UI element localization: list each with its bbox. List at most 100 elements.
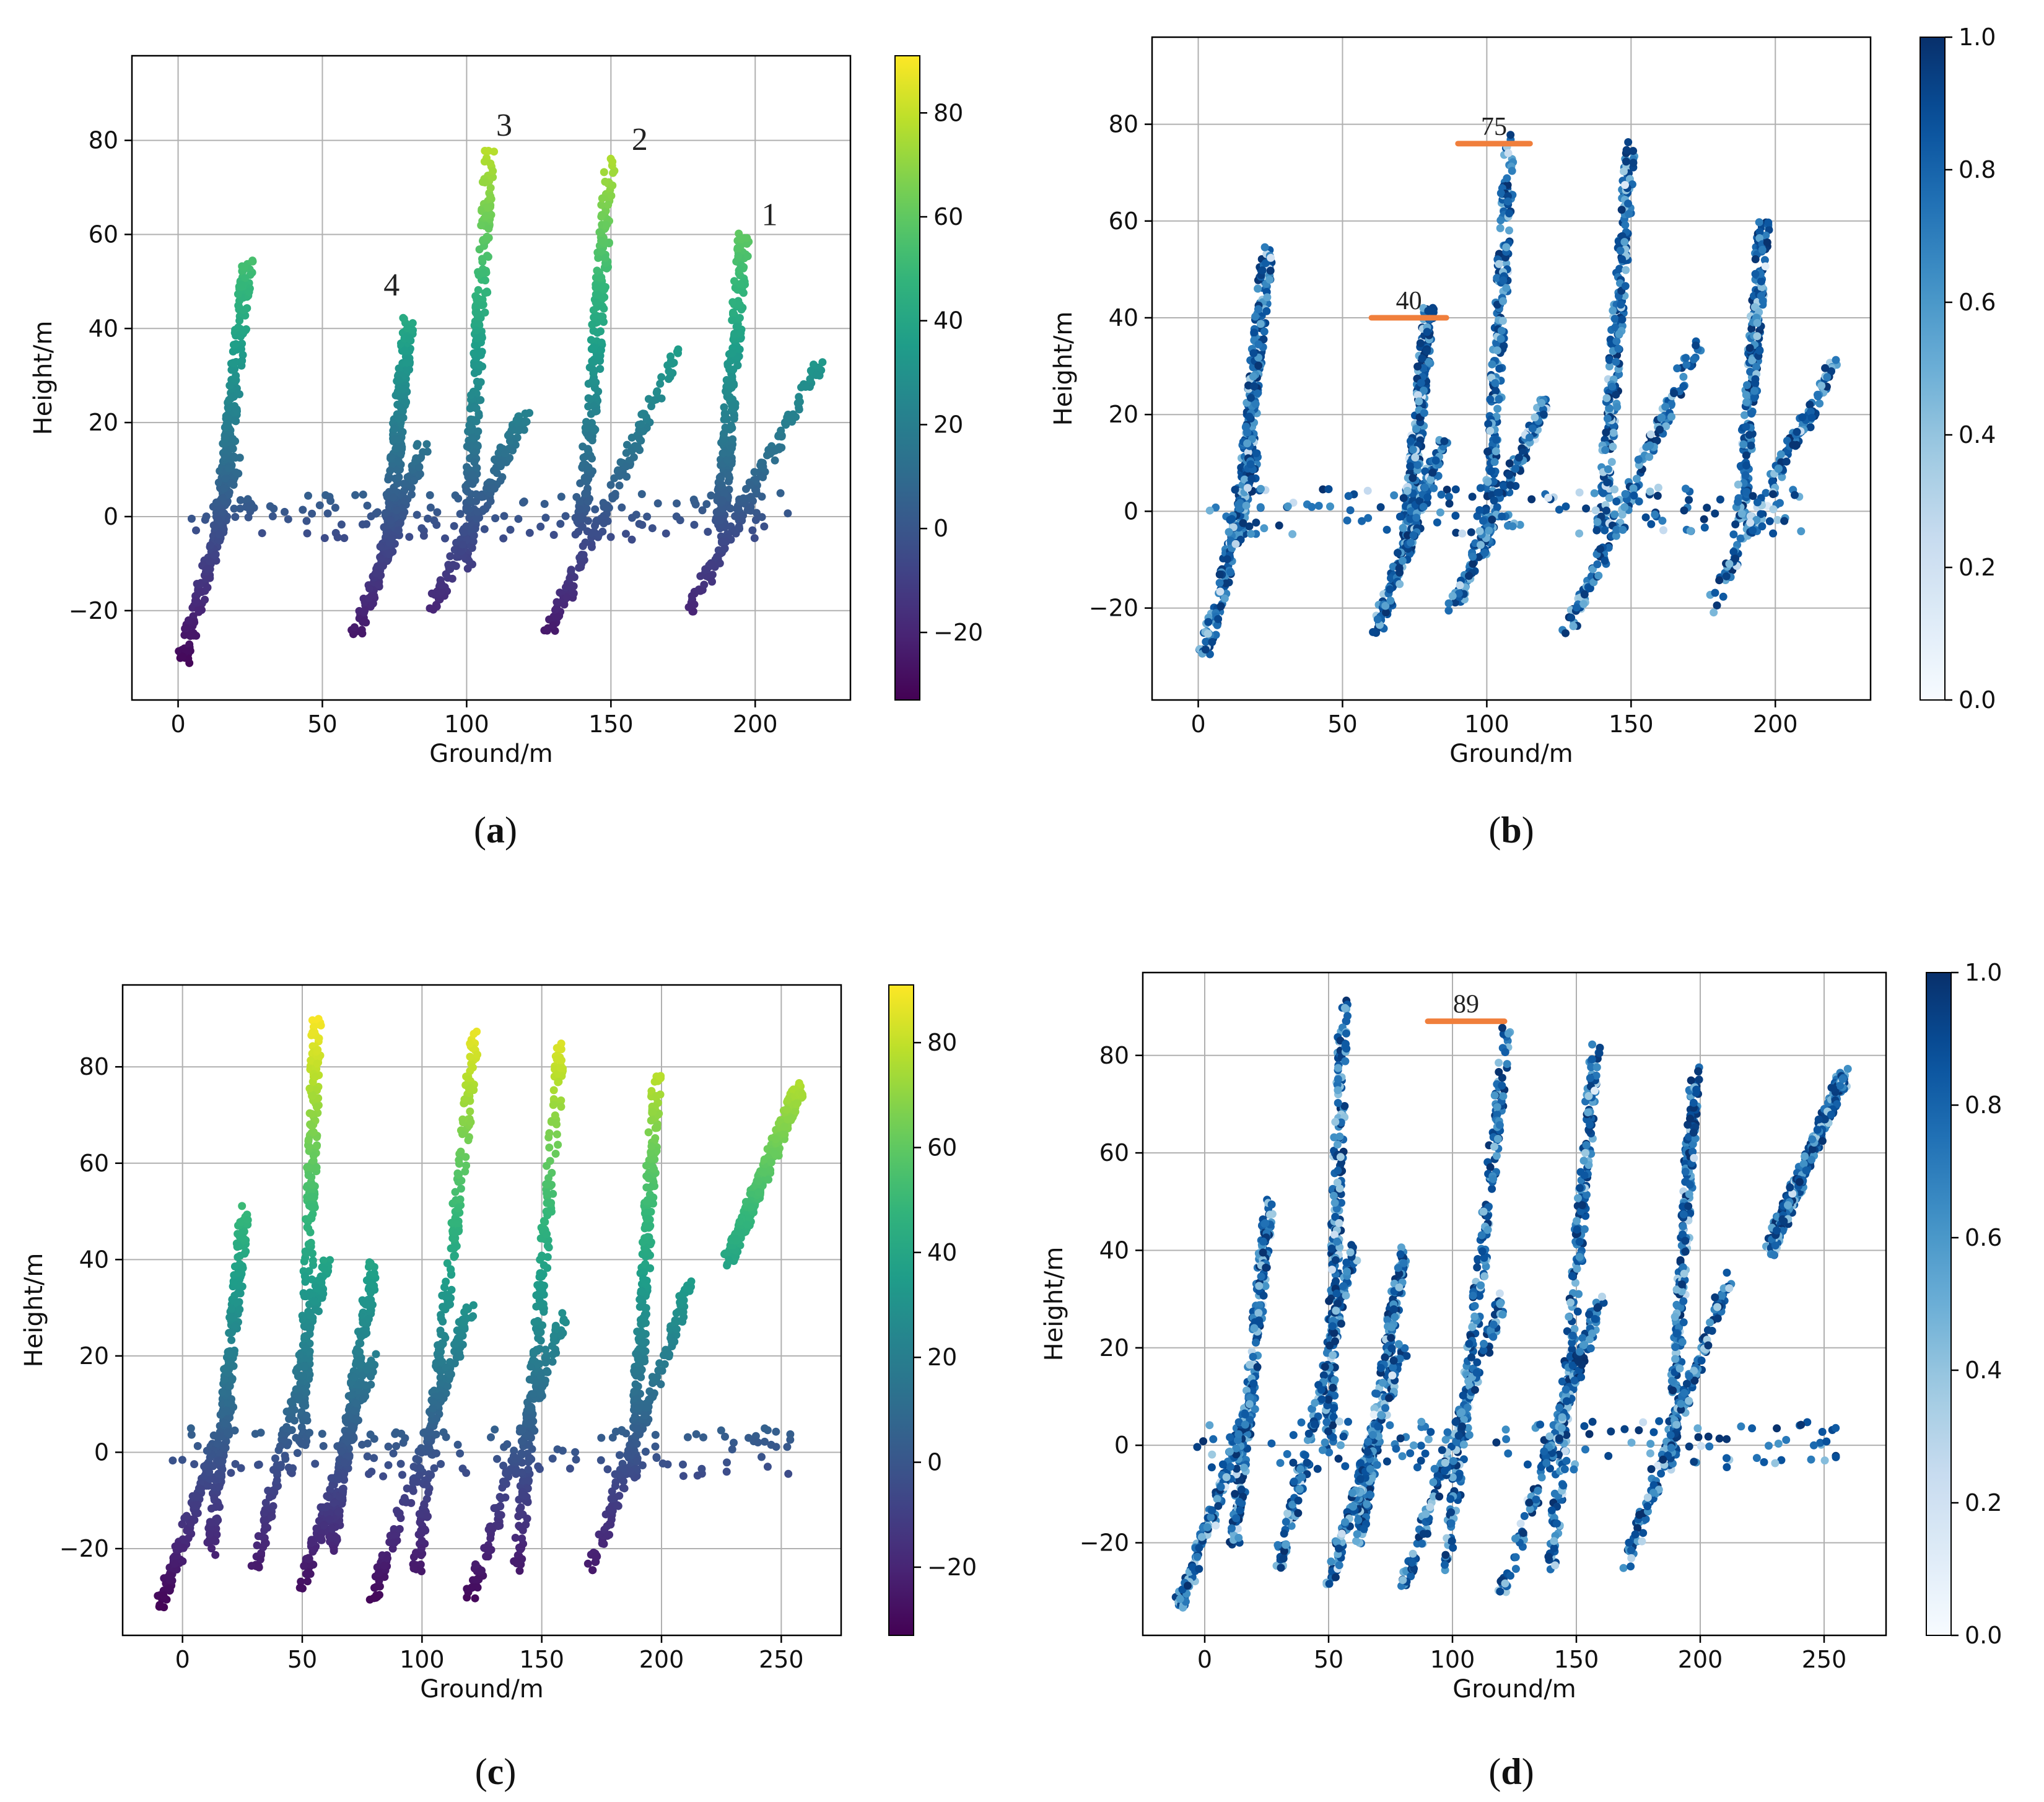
data-point — [480, 525, 489, 533]
data-point — [202, 512, 211, 521]
data-point — [1503, 174, 1511, 183]
data-point — [588, 528, 596, 537]
data-point — [735, 522, 743, 531]
data-point — [806, 375, 815, 383]
data-point — [403, 324, 412, 333]
data-point — [219, 494, 227, 502]
data-point — [613, 1501, 622, 1510]
data-point — [206, 557, 214, 566]
data-point — [1680, 506, 1688, 515]
data-point — [1324, 485, 1333, 494]
data-point — [637, 410, 646, 419]
data-point — [651, 1124, 660, 1132]
data-point — [1483, 447, 1492, 456]
data-point — [258, 529, 266, 538]
data-point — [672, 1325, 681, 1334]
data-point — [551, 1150, 560, 1158]
data-point — [187, 514, 196, 523]
data-point — [538, 1251, 546, 1260]
data-point — [619, 1477, 628, 1485]
data-point — [1373, 615, 1382, 624]
data-point — [730, 414, 738, 423]
y-tick-label: 80 — [1109, 111, 1138, 138]
data-point — [475, 348, 484, 357]
data-point — [423, 447, 432, 456]
data-point — [1741, 471, 1750, 479]
data-point — [643, 1215, 651, 1223]
data-point — [1492, 435, 1501, 444]
data-point — [1742, 461, 1750, 470]
data-point — [242, 502, 251, 511]
data-point — [540, 500, 549, 508]
data-point — [685, 1285, 694, 1293]
data-point — [1440, 437, 1449, 445]
data-point — [1815, 399, 1824, 408]
data-point — [463, 442, 471, 451]
data-point — [777, 426, 785, 435]
data-point — [700, 580, 709, 589]
data-point — [1413, 461, 1422, 470]
data-point — [360, 606, 369, 615]
data-point — [499, 534, 508, 543]
data-point — [1242, 501, 1251, 510]
data-point — [1426, 476, 1435, 484]
data-point — [622, 462, 631, 471]
data-point — [1395, 580, 1404, 588]
data-point — [726, 504, 735, 513]
data-point — [484, 203, 492, 212]
data-point — [1679, 372, 1688, 381]
data-point — [601, 1510, 610, 1519]
data-point — [1490, 458, 1499, 466]
data-point — [1579, 600, 1588, 608]
y-axis-label: Height/m — [1049, 312, 1078, 426]
data-point — [212, 498, 221, 507]
data-point — [1386, 585, 1394, 593]
data-point — [486, 497, 495, 505]
data-point — [193, 580, 201, 588]
data-point — [1369, 628, 1378, 636]
data-point — [718, 449, 727, 458]
data-point — [386, 549, 395, 558]
data-point — [608, 1487, 616, 1496]
data-point — [583, 497, 592, 506]
data-point — [1243, 484, 1252, 492]
data-point — [1740, 411, 1749, 419]
data-point — [720, 489, 728, 498]
data-point — [446, 552, 455, 561]
data-point — [1480, 549, 1489, 557]
data-point — [648, 1373, 657, 1381]
data-point — [390, 435, 398, 444]
data-point — [244, 513, 253, 522]
data-point — [1575, 488, 1584, 497]
y-tick-label: 40 — [1109, 304, 1138, 331]
data-point — [1395, 512, 1404, 521]
building-annotation: 2 — [632, 122, 648, 157]
data-point — [211, 522, 219, 531]
data-point — [470, 531, 478, 540]
data-point — [1622, 157, 1630, 166]
data-point — [468, 479, 477, 488]
data-point — [1424, 307, 1433, 315]
data-point — [526, 1419, 535, 1427]
data-point — [486, 192, 495, 201]
data-point — [1499, 276, 1508, 285]
data-point — [1223, 555, 1231, 564]
data-point — [1467, 528, 1475, 536]
building-annotation: 4 — [383, 268, 400, 303]
data-point — [1612, 390, 1620, 399]
data-point — [538, 1272, 546, 1281]
data-point — [1437, 491, 1446, 499]
data-point — [1620, 167, 1628, 176]
data-point — [331, 504, 339, 512]
data-point — [598, 248, 606, 256]
data-point — [1436, 508, 1444, 517]
data-point — [734, 252, 743, 261]
data-point — [400, 479, 408, 488]
data-point — [405, 533, 414, 541]
panel-a: 0 50 100 150 200−20020406080Ground/mHeight/m… — [29, 55, 983, 851]
data-point — [1751, 269, 1760, 278]
data-point — [1499, 297, 1508, 305]
data-point — [1725, 559, 1734, 568]
data-point — [1593, 560, 1602, 569]
data-point — [477, 221, 486, 230]
